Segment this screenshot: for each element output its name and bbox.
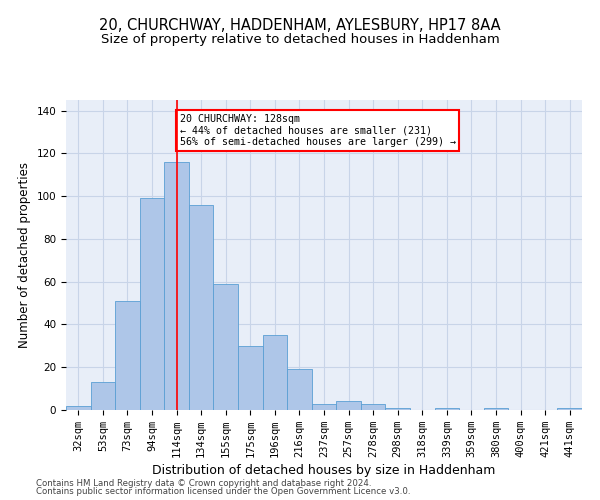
Y-axis label: Number of detached properties: Number of detached properties <box>18 162 31 348</box>
Bar <box>557 408 582 410</box>
Bar <box>263 335 287 410</box>
Bar <box>66 406 91 410</box>
X-axis label: Distribution of detached houses by size in Haddenham: Distribution of detached houses by size … <box>152 464 496 477</box>
Bar <box>238 346 263 410</box>
Text: 20, CHURCHWAY, HADDENHAM, AYLESBURY, HP17 8AA: 20, CHURCHWAY, HADDENHAM, AYLESBURY, HP1… <box>99 18 501 32</box>
Bar <box>164 162 189 410</box>
Bar <box>361 404 385 410</box>
Text: Size of property relative to detached houses in Haddenham: Size of property relative to detached ho… <box>101 32 499 46</box>
Bar <box>287 370 312 410</box>
Text: 20 CHURCHWAY: 128sqm
← 44% of detached houses are smaller (231)
56% of semi-deta: 20 CHURCHWAY: 128sqm ← 44% of detached h… <box>179 114 455 147</box>
Bar <box>214 284 238 410</box>
Bar <box>312 404 336 410</box>
Text: Contains HM Land Registry data © Crown copyright and database right 2024.: Contains HM Land Registry data © Crown c… <box>36 478 371 488</box>
Bar <box>189 205 214 410</box>
Bar <box>140 198 164 410</box>
Bar <box>91 382 115 410</box>
Bar <box>434 408 459 410</box>
Bar <box>385 408 410 410</box>
Text: Contains public sector information licensed under the Open Government Licence v3: Contains public sector information licen… <box>36 487 410 496</box>
Bar <box>336 402 361 410</box>
Bar <box>484 408 508 410</box>
Bar <box>115 301 140 410</box>
